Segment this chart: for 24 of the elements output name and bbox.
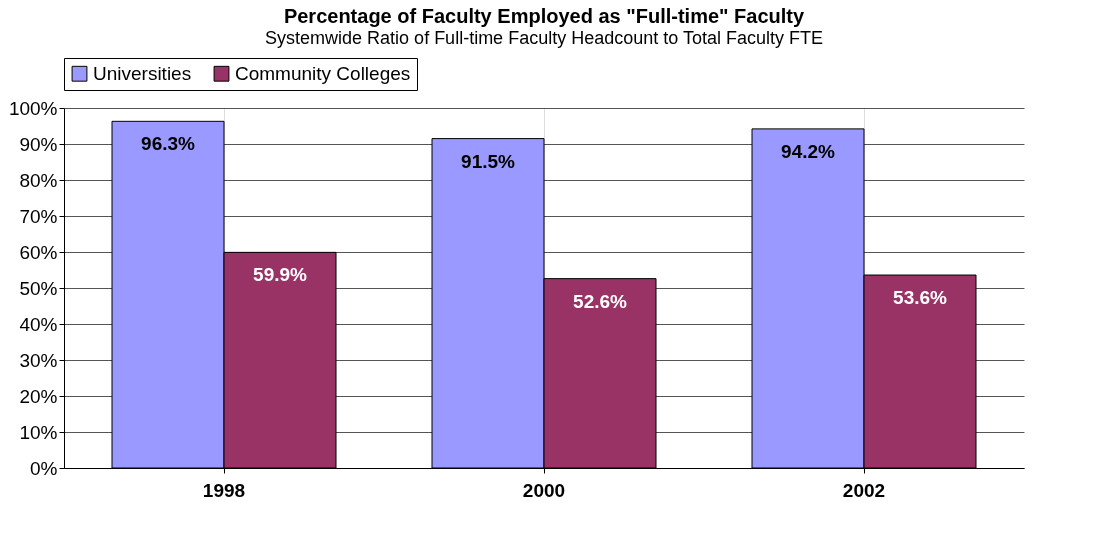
chart-subtitle: Systemwide Ratio of Full-time Faculty Headcount to Total Faculty FTE	[265, 27, 823, 48]
y-tick-label: 30%	[19, 349, 58, 371]
y-tick-label: 40%	[19, 313, 58, 335]
y-tick-label: 10%	[19, 421, 58, 443]
chart-title: Percentage of Faculty Employed as "Full-time" Faculty	[283, 4, 805, 27]
data-label: 91.5%	[461, 150, 516, 172]
y-tick-label: 60%	[19, 241, 58, 263]
y-tick-label: 100%	[8, 97, 58, 119]
legend-label: Universities	[93, 62, 192, 84]
y-tick-label: 50%	[19, 277, 58, 299]
y-tick-label: 90%	[19, 133, 58, 155]
y-tick-label: 20%	[19, 385, 58, 407]
x-tick-label: 2002	[842, 479, 886, 501]
y-tick-label: 0%	[30, 457, 58, 479]
x-tick-label: 1998	[202, 479, 246, 501]
data-label: 52.6%	[573, 290, 628, 312]
y-tick-label: 80%	[19, 169, 58, 191]
data-label: 59.9%	[253, 264, 308, 286]
y-tick-label: 70%	[19, 205, 58, 227]
x-tick-label: 2000	[522, 479, 566, 501]
data-label: 94.2%	[781, 140, 836, 162]
data-label: 53.6%	[893, 287, 948, 309]
legend-label: Community Colleges	[235, 62, 411, 84]
data-label: 96.3%	[141, 133, 196, 155]
